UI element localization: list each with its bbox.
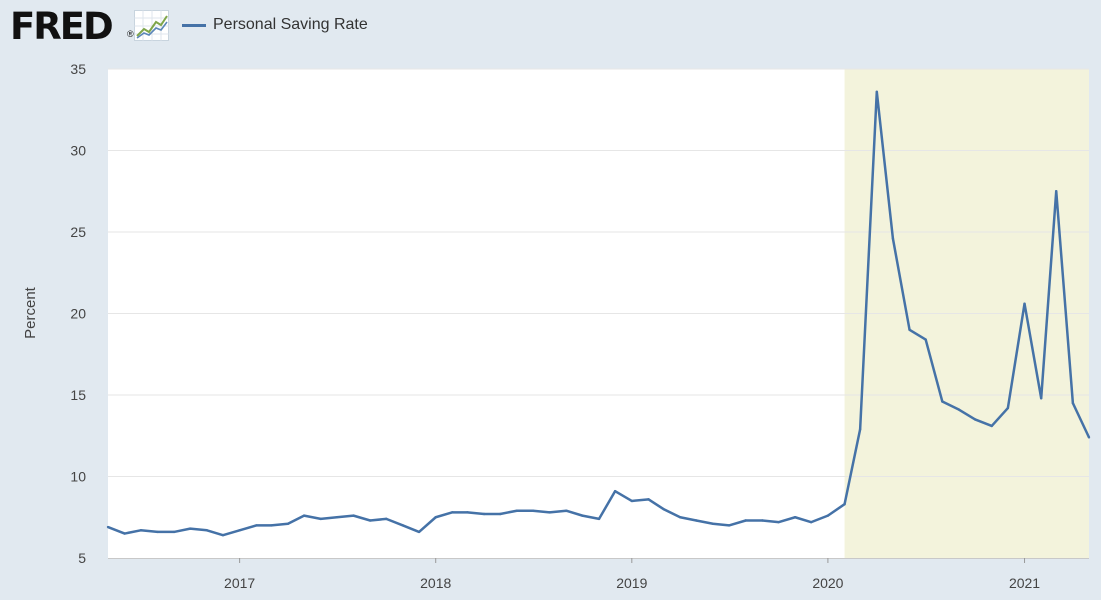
data-point[interactable] [875,90,878,94]
data-point[interactable] [319,517,322,521]
data-point[interactable] [727,524,731,527]
data-point[interactable] [826,514,830,517]
y-axis: 5 10 15 20 25 30 35 [70,61,86,566]
data-point[interactable] [451,511,454,514]
data-point[interactable] [973,418,977,421]
data-point[interactable] [352,514,355,517]
data-point[interactable] [498,512,502,516]
data-point[interactable] [139,529,142,532]
y-tick-label: 15 [70,387,86,403]
x-tick-label: 2017 [224,575,255,591]
data-point[interactable] [941,400,944,403]
data-point[interactable] [597,517,601,521]
y-tick-label: 20 [70,306,86,322]
data-point[interactable] [302,514,306,517]
line-graph-icon [134,10,170,47]
data-point[interactable] [1055,190,1058,193]
data-point[interactable] [858,428,862,431]
data-point[interactable] [156,530,159,534]
data-point[interactable] [172,530,176,534]
legend-series-label[interactable]: Personal Saving Rate [213,16,368,33]
data-point[interactable] [335,516,339,519]
data-point[interactable] [531,509,535,512]
data-point[interactable] [515,509,519,512]
chart-header: FRED ® Personal Saving Rate [0,0,1101,56]
data-point[interactable] [368,519,372,522]
data-point[interactable] [647,498,650,501]
data-point[interactable] [434,516,437,519]
x-tick-label: 2020 [812,575,843,591]
data-point[interactable] [1006,406,1010,410]
data-point[interactable] [1071,401,1075,405]
x-axis: 2017 2018 2019 2020 2021 [108,558,1089,591]
y-axis-label: Percent [22,286,39,339]
data-point[interactable] [1087,436,1091,439]
data-point[interactable] [777,520,780,524]
data-point[interactable] [678,516,682,519]
x-tick-label: 2018 [420,575,451,591]
data-point[interactable] [1039,397,1043,400]
data-point[interactable] [255,524,258,527]
data-point[interactable] [630,499,634,503]
data-point[interactable] [1023,302,1026,305]
data-point[interactable] [123,532,126,535]
x-tick-label: 2019 [616,575,647,591]
y-tick-label: 5 [78,550,86,566]
data-point[interactable] [548,511,551,514]
x-tick-label: 2021 [1009,575,1040,591]
data-point[interactable] [957,408,961,411]
data-point[interactable] [238,529,241,532]
data-point[interactable] [744,519,747,522]
fred-logo[interactable]: FRED [10,5,114,48]
registered-mark: ® [127,29,134,39]
data-point[interactable] [401,524,405,527]
data-point[interactable] [106,525,110,529]
data-point[interactable] [613,489,617,493]
data-point[interactable] [286,522,290,525]
data-point[interactable] [810,520,813,524]
series-points [106,90,1091,537]
data-point[interactable] [695,519,698,522]
data-point[interactable] [843,503,846,506]
y-tick-label: 10 [70,469,86,485]
data-point[interactable] [565,509,568,512]
legend-series-swatch [182,24,206,27]
data-point[interactable] [385,517,388,521]
y-tick-label: 25 [70,224,86,240]
data-point[interactable] [990,424,993,428]
data-point[interactable] [924,338,927,341]
data-point[interactable] [221,533,225,537]
data-point[interactable] [270,524,273,527]
data-point[interactable] [711,522,715,525]
data-point[interactable] [793,516,797,519]
y-gridlines [108,68,1089,477]
data-point[interactable] [417,530,421,534]
data-point[interactable] [482,512,486,516]
data-point[interactable] [662,507,665,511]
data-point[interactable] [908,328,911,331]
data-point[interactable] [205,529,209,532]
data-point[interactable] [581,514,584,517]
y-tick-label: 30 [70,143,86,159]
data-point[interactable] [761,519,764,522]
y-tick-label: 35 [70,61,86,77]
data-point[interactable] [188,527,192,530]
data-point[interactable] [466,511,469,514]
data-point[interactable] [891,237,895,240]
